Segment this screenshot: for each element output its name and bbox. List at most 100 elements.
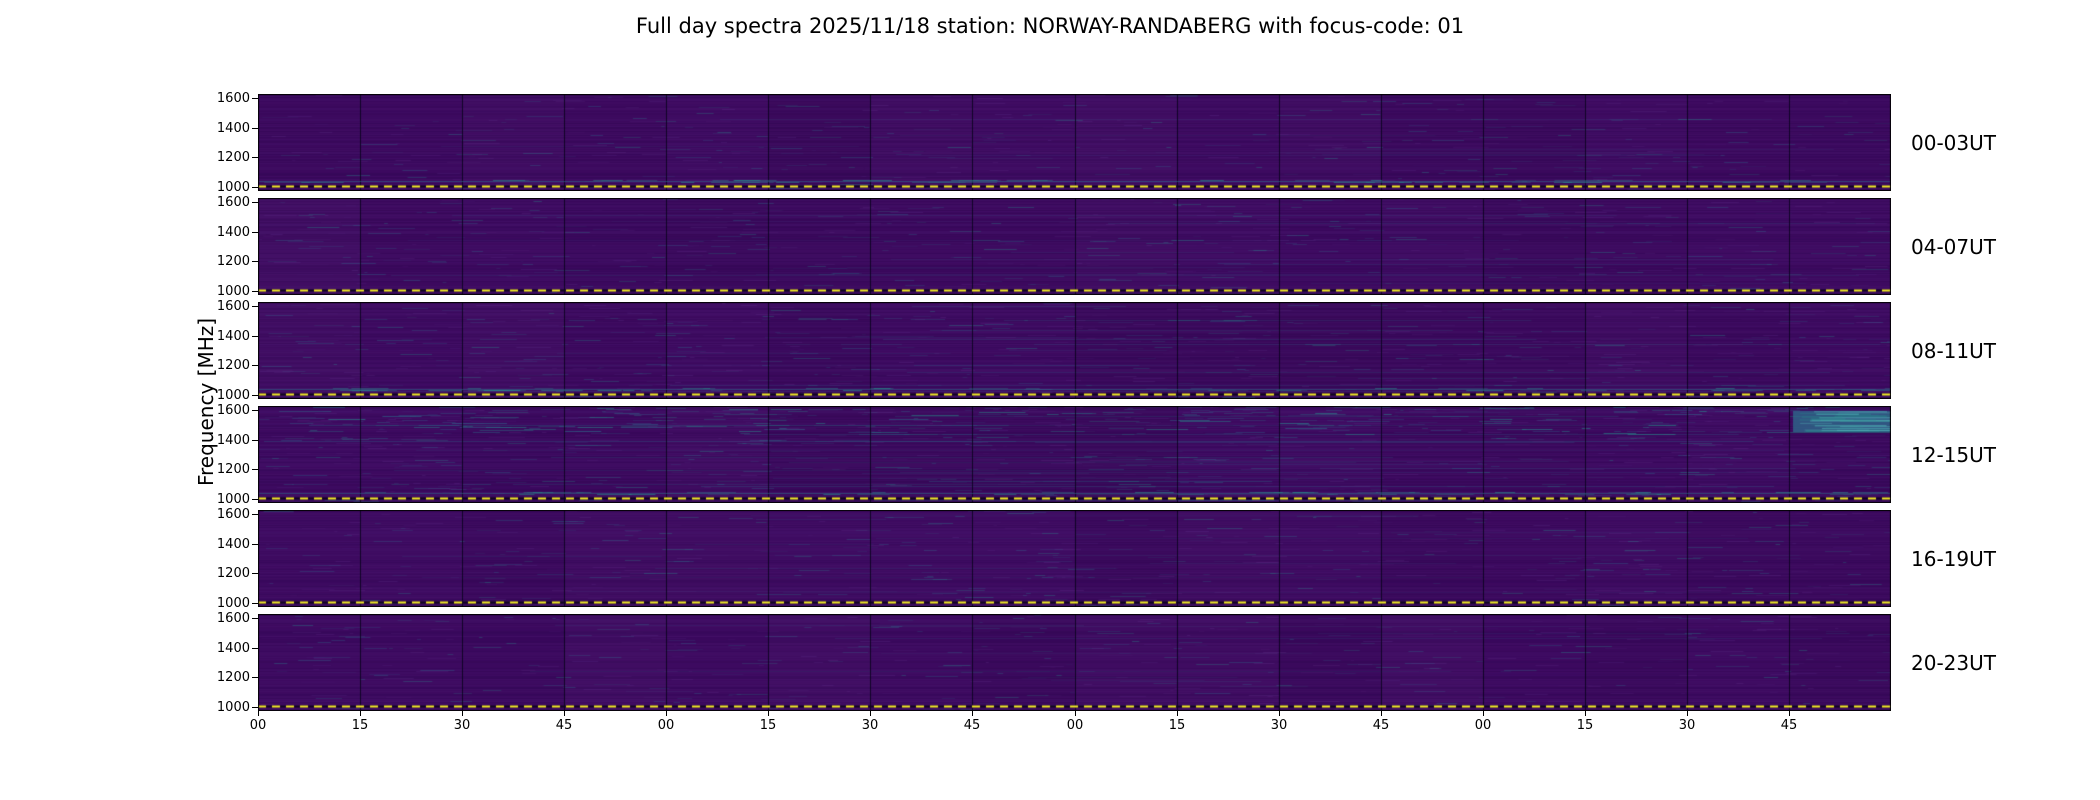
y-tick-mark (252, 707, 258, 708)
x-tick-label: 00 (1066, 718, 1084, 733)
y-tick-mark (252, 618, 258, 619)
spectrogram-canvas-16-19UT (258, 510, 1891, 607)
y-tick-mark (252, 603, 258, 604)
y-tick-mark (252, 440, 258, 441)
spectrogram-panel-12-15UT (258, 406, 1891, 503)
spectrogram-canvas-08-11UT (258, 302, 1891, 399)
x-tick-label: 00 (1474, 718, 1492, 733)
x-tick-mark (1177, 711, 1178, 716)
y-tick-mark (252, 410, 258, 411)
y-tick-label: 1000 (216, 492, 250, 507)
y-tick-mark (252, 202, 258, 203)
y-tick-mark (252, 157, 258, 158)
spectrogram-canvas-20-23UT (258, 614, 1891, 711)
x-tick-mark (462, 711, 463, 716)
y-tick-label: 1400 (216, 641, 250, 656)
x-tick-label: 15 (1576, 718, 1594, 733)
x-tick-label: 30 (861, 718, 879, 733)
x-tick-label: 30 (453, 718, 471, 733)
x-tick-label: 15 (759, 718, 777, 733)
y-tick-label: 1600 (216, 91, 250, 106)
x-tick-mark (1381, 711, 1382, 716)
x-tick-label: 15 (1168, 718, 1186, 733)
x-tick-mark (258, 711, 259, 716)
y-tick-label: 1000 (216, 284, 250, 299)
spectrogram-panel-20-23UT (258, 614, 1891, 711)
y-tick-label: 1600 (216, 299, 250, 314)
x-tick-label: 15 (351, 718, 369, 733)
spectrogram-panel-00-03UT (258, 94, 1891, 191)
y-tick-mark (252, 499, 258, 500)
x-tick-mark (1279, 711, 1280, 716)
x-tick-label: 45 (1780, 718, 1798, 733)
y-tick-mark (252, 573, 258, 574)
x-tick-label: 45 (1372, 718, 1390, 733)
y-tick-mark (252, 469, 258, 470)
panel-time-label: 12-15UT (1911, 442, 1996, 467)
y-tick-label: 1600 (216, 403, 250, 418)
panel-time-label: 20-23UT (1911, 650, 1996, 675)
x-tick-mark (870, 711, 871, 716)
x-tick-label: 00 (249, 718, 267, 733)
y-tick-label: 1200 (216, 462, 250, 477)
x-tick-mark (1585, 711, 1586, 716)
y-tick-mark (252, 365, 258, 366)
panel-time-label: 16-19UT (1911, 546, 1996, 571)
x-tick-label: 00 (657, 718, 675, 733)
y-tick-label: 1200 (216, 566, 250, 581)
x-tick-label: 30 (1270, 718, 1288, 733)
y-tick-label: 1400 (216, 121, 250, 136)
y-tick-mark (252, 261, 258, 262)
y-tick-mark (252, 232, 258, 233)
x-tick-mark (1687, 711, 1688, 716)
x-tick-mark (972, 711, 973, 716)
x-tick-mark (1483, 711, 1484, 716)
chart-title: Full day spectra 2025/11/18 station: NOR… (635, 14, 1465, 38)
x-tick-mark (1075, 711, 1076, 716)
x-tick-mark (564, 711, 565, 716)
x-tick-label: 45 (963, 718, 981, 733)
x-tick-mark (666, 711, 667, 716)
panel-time-label: 04-07UT (1911, 234, 1996, 259)
spectrogram-canvas-04-07UT (258, 198, 1891, 295)
y-tick-label: 1000 (216, 596, 250, 611)
y-tick-mark (252, 544, 258, 545)
spectrogram-panel-08-11UT (258, 302, 1891, 399)
y-tick-mark (252, 306, 258, 307)
x-tick-label: 45 (555, 718, 573, 733)
y-tick-label: 1400 (216, 225, 250, 240)
y-tick-mark (252, 648, 258, 649)
y-tick-label: 1600 (216, 611, 250, 626)
x-tick-mark (768, 711, 769, 716)
spectrogram-canvas-12-15UT (258, 406, 1891, 503)
y-tick-label: 1200 (216, 670, 250, 685)
y-tick-mark (252, 336, 258, 337)
y-tick-mark (252, 187, 258, 188)
y-tick-label: 1200 (216, 254, 250, 269)
y-tick-mark (252, 677, 258, 678)
x-tick-label: 30 (1678, 718, 1696, 733)
y-tick-mark (252, 395, 258, 396)
y-tick-label: 1600 (216, 507, 250, 522)
spectrogram-panel-16-19UT (258, 510, 1891, 607)
y-tick-mark (252, 128, 258, 129)
spectrogram-panel-04-07UT (258, 198, 1891, 295)
y-tick-mark (252, 514, 258, 515)
y-tick-label: 1000 (216, 700, 250, 715)
y-tick-label: 1400 (216, 537, 250, 552)
x-tick-mark (360, 711, 361, 716)
y-tick-label: 1400 (216, 433, 250, 448)
y-tick-label: 1600 (216, 195, 250, 210)
y-tick-label: 1000 (216, 388, 250, 403)
panel-time-label: 00-03UT (1911, 130, 1996, 155)
panel-time-label: 08-11UT (1911, 338, 1996, 363)
x-tick-mark (1789, 711, 1790, 716)
y-tick-label: 1000 (216, 180, 250, 195)
y-tick-mark (252, 291, 258, 292)
y-tick-label: 1200 (216, 150, 250, 165)
spectrogram-canvas-00-03UT (258, 94, 1891, 191)
y-tick-label: 1200 (216, 358, 250, 373)
y-tick-label: 1400 (216, 329, 250, 344)
y-tick-mark (252, 98, 258, 99)
